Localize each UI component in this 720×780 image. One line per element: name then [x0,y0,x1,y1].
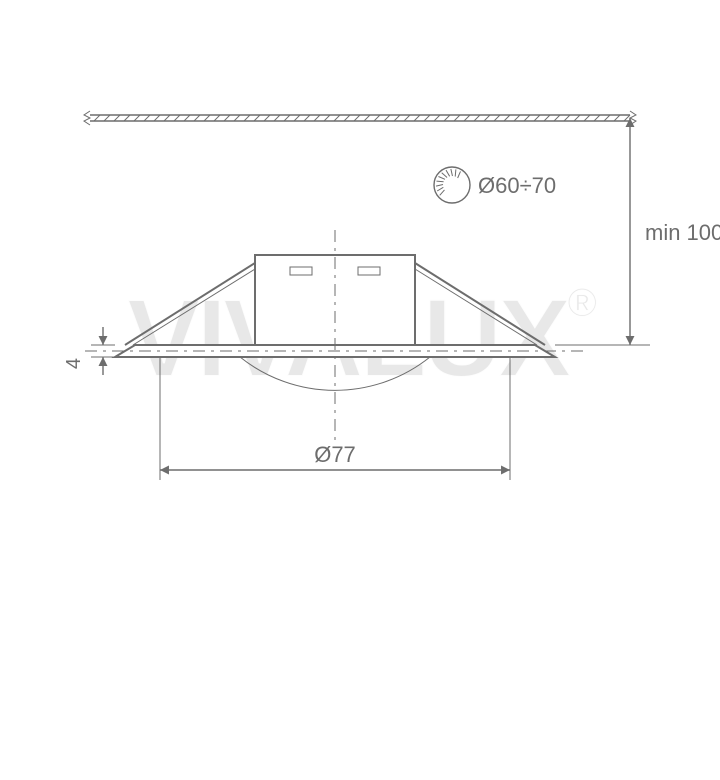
dimension-drawing: min 100 Ø60÷70 Ø77 4 [0,0,720,780]
ceiling-section [84,111,636,125]
dim-cutout-label: Ø60÷70 [478,173,556,198]
dim-depth: min 100 [555,118,720,345]
dim-cutout: Ø60÷70 [434,167,556,203]
dim-depth-label: min 100 [645,220,720,245]
dim-thickness-label: 4 [63,358,85,369]
dim-diameter-label: Ø77 [314,442,356,467]
